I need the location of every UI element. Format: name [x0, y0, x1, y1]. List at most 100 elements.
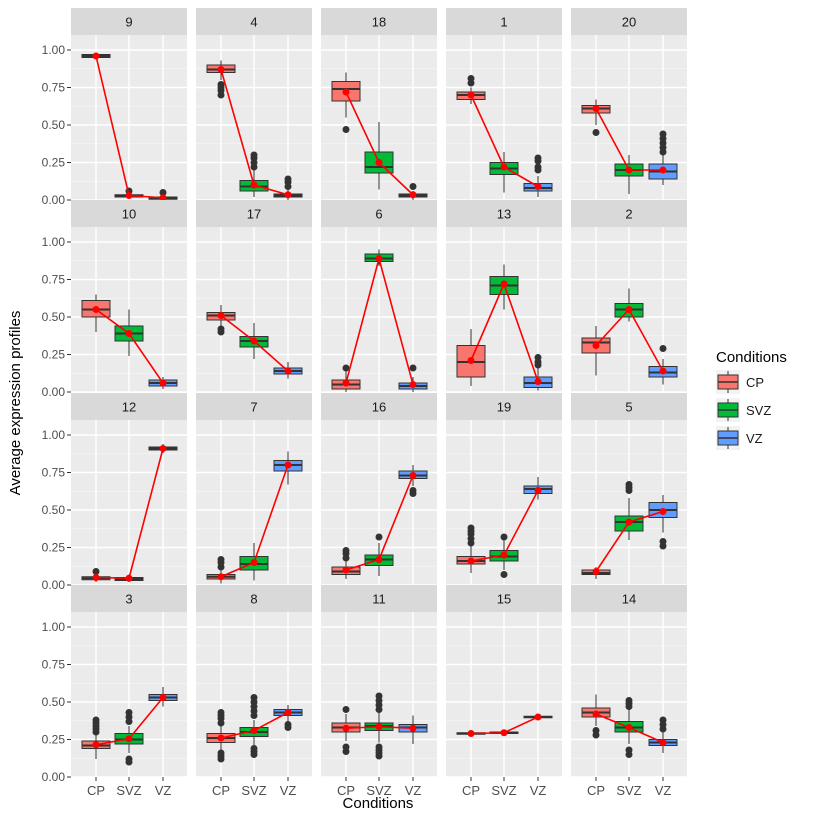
x-tick-label: CP [87, 783, 105, 798]
outlier-point [375, 533, 383, 541]
facet-panel-1: 1 [446, 8, 562, 201]
x-tick-label: CP [337, 783, 355, 798]
mean-point [375, 723, 383, 731]
outlier-point [409, 487, 417, 494]
outlier-point [342, 364, 350, 372]
mean-point [217, 312, 225, 319]
facet-strip-label: 12 [122, 400, 136, 415]
outlier-point [250, 151, 258, 159]
mean-point [467, 730, 475, 737]
facet-strip-label: 19 [497, 400, 511, 415]
outlier-point [217, 749, 225, 757]
outlier-point [342, 126, 350, 133]
outlier-point [659, 345, 667, 352]
facet-strip-label: 17 [247, 207, 261, 222]
x-tick-label: VZ [155, 783, 172, 798]
outlier-point [625, 481, 633, 488]
facet-strip-label: 16 [372, 400, 386, 415]
mean-point [375, 556, 383, 563]
x-axis-title: Conditions [343, 795, 414, 812]
facet-strip-label: 1 [500, 15, 507, 30]
facet-strip [196, 585, 312, 612]
mean-point [92, 741, 100, 749]
x-tick-label: SVZ [491, 783, 516, 798]
outlier-point [592, 129, 600, 136]
outlier-point [250, 745, 258, 752]
mean-point [500, 551, 508, 559]
mean-point [250, 559, 258, 566]
y-tick-label: 0.50 [42, 310, 66, 324]
outlier-point [659, 716, 667, 724]
y-tick-label: 0.25 [42, 733, 66, 747]
facet-strip [321, 393, 437, 420]
mean-point [534, 378, 542, 385]
facet-strip [571, 200, 687, 227]
facet-strip [321, 585, 437, 612]
legend-entry-CP: CP [716, 370, 764, 394]
mean-point [625, 306, 633, 313]
y-tick-label: 1.00 [42, 235, 66, 249]
mean-point [500, 729, 508, 737]
legend-entry-label: VZ [746, 431, 763, 446]
facet-panel-20: 20 [571, 8, 687, 201]
facet-strip-label: 2 [625, 207, 632, 222]
outlier-point [217, 709, 225, 716]
outlier-point [467, 75, 475, 82]
outlier-point [342, 547, 350, 554]
facet-strip [196, 8, 312, 35]
facet-panel-2: 2 [571, 200, 687, 393]
facet-strip-label: 11 [372, 592, 386, 607]
facet-strip [446, 585, 562, 612]
x-tick-label: CP [462, 783, 480, 798]
mean-point [659, 508, 667, 515]
y-tick-label: 0.25 [42, 156, 66, 170]
mean-point [534, 487, 542, 494]
facet-strip [71, 8, 187, 35]
outlier-point [467, 524, 475, 532]
x-tick-label: CP [587, 783, 605, 798]
mean-point [659, 166, 667, 174]
mean-point [592, 342, 600, 349]
facet-strip [446, 200, 562, 227]
outlier-point [250, 694, 258, 701]
mean-point [217, 573, 225, 581]
facet-strip-label: 6 [375, 207, 382, 222]
mean-point [625, 518, 633, 526]
facet-panel-12: 12 0.00 0.25 0.50 0.75 1.00 [42, 393, 187, 592]
outlier-point [500, 571, 508, 578]
facet-panel-19: 19 [446, 393, 562, 586]
facet-strip [321, 200, 437, 227]
mean-point [409, 472, 417, 479]
facet-strip-label: 3 [125, 592, 132, 607]
outlier-point [217, 325, 225, 333]
mean-point [592, 568, 600, 575]
x-tick-label: SVZ [241, 783, 266, 798]
x-tick-label: CP [212, 783, 230, 798]
y-tick-label: 0.25 [42, 348, 66, 362]
mean-point [125, 330, 133, 337]
mean-point [500, 280, 508, 288]
facet-strip [571, 585, 687, 612]
legend-entry-label: SVZ [746, 403, 771, 418]
mean-point [659, 367, 667, 375]
y-tick-label: 0.75 [42, 466, 66, 480]
outlier-point [409, 364, 417, 372]
facet-strip-label: 18 [372, 15, 386, 30]
mean-point [409, 191, 417, 199]
facet-strip [196, 393, 312, 420]
legend: Conditions CP SVZ VZ [716, 349, 787, 450]
facet-panel-10: 10 0.00 0.25 0.50 0.75 1.00 [42, 200, 187, 399]
outlier-point [92, 716, 100, 724]
facet-panel-4: 4 [196, 8, 312, 201]
y-tick-label: 0.00 [42, 770, 66, 784]
y-tick-label: 0.00 [42, 385, 66, 399]
outlier-point [409, 183, 417, 190]
mean-point [250, 337, 258, 345]
facet-strip [71, 200, 187, 227]
facet-strip [571, 393, 687, 420]
x-tick-label: VZ [655, 783, 672, 798]
facet-strip-label: 5 [625, 400, 632, 415]
y-tick-label: 0.50 [42, 695, 66, 709]
facet-strip-label: 20 [622, 15, 636, 30]
